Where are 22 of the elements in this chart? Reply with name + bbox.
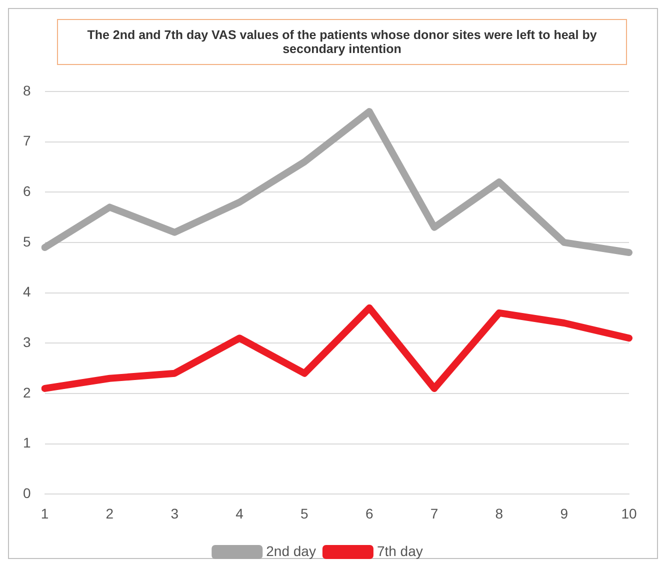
x-tick-label: 7 bbox=[430, 505, 438, 522]
y-tick-label: 1 bbox=[22, 434, 31, 451]
x-tick-label: 5 bbox=[300, 505, 309, 522]
y-tick-label: 2 bbox=[22, 384, 31, 400]
x-tick-label: 6 bbox=[365, 505, 374, 522]
x-tick-label: 8 bbox=[495, 505, 504, 522]
y-tick-label: 7 bbox=[22, 132, 31, 149]
x-tick-label: 2 bbox=[106, 505, 114, 522]
y-tick-label: 5 bbox=[22, 233, 31, 250]
y-tick-label: 0 bbox=[22, 485, 31, 502]
chart-title: The 2nd and 7th day VAS values of the patients whose donor sites were left to heal by secondary intention bbox=[57, 19, 627, 65]
y-tick-label: 3 bbox=[22, 334, 31, 350]
x-tick-label: 1 bbox=[40, 505, 49, 522]
x-tick-label: 3 bbox=[170, 505, 179, 522]
y-tick-label: 8 bbox=[22, 82, 31, 98]
legend-label: 7th day bbox=[376, 542, 423, 559]
legend-label: 2nd day bbox=[266, 542, 316, 559]
y-tick-label: 6 bbox=[22, 182, 31, 199]
x-tick-label: 10 bbox=[621, 505, 637, 522]
x-tick-label: 4 bbox=[236, 505, 244, 522]
x-tick-label: 9 bbox=[560, 505, 568, 522]
y-tick-label: 4 bbox=[22, 284, 31, 300]
